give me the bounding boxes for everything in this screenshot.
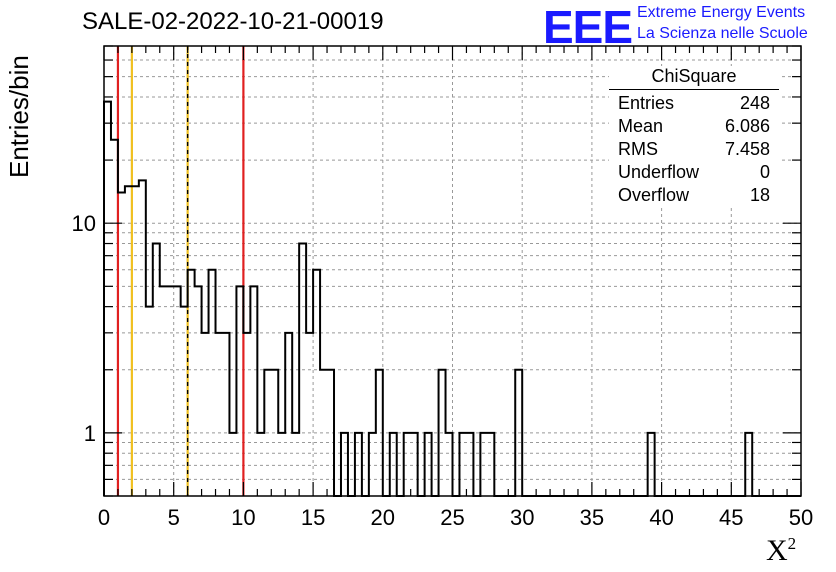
stats-row-underflow: Underflow 0 xyxy=(618,162,770,182)
stats-row-rms: RMS 7.458 xyxy=(618,139,770,159)
x-tick-label: 40 xyxy=(649,505,673,530)
stats-row-mean: Mean 6.086 xyxy=(618,116,770,136)
x-axis-label: X2 xyxy=(766,534,797,567)
chart-title: SALE-02-2022-10-21-00019 xyxy=(82,8,384,35)
stats-title: ChiSquare xyxy=(609,66,779,90)
histogram-series xyxy=(103,100,801,497)
x-tick-label: 25 xyxy=(440,505,464,530)
eee-logo: EEE xyxy=(543,1,633,53)
x-tick-label: 10 xyxy=(231,505,255,530)
x-tick-label: 45 xyxy=(719,505,743,530)
y-axis-ticks: 1 10 xyxy=(72,45,801,497)
logo-line-1: Extreme Energy Events xyxy=(637,4,806,21)
logo-line-2: La Scienza nelle Scuole xyxy=(637,25,808,42)
x-axis-ticks: 0 5 10 15 20 25 30 35 40 45 50 xyxy=(98,46,813,530)
y-tick-label: 1 xyxy=(84,421,96,446)
threshold-lines xyxy=(116,46,245,496)
stats-row-overflow: Overflow 18 xyxy=(618,185,770,205)
x-tick-label: 35 xyxy=(580,505,604,530)
x-tick-label: 30 xyxy=(510,505,534,530)
x-tick-label: 15 xyxy=(301,505,325,530)
stats-box: ChiSquare Entries 248 Mean 6.086 RMS 7.458 … xyxy=(609,66,779,207)
x-tick-label: 20 xyxy=(371,505,395,530)
y-axis-label: Entries/bin xyxy=(4,55,34,178)
x-tick-label: 0 xyxy=(98,505,110,530)
stats-row-entries: Entries 248 xyxy=(618,93,770,113)
y-tick-label: 10 xyxy=(72,211,96,236)
x-tick-label: 5 xyxy=(168,505,180,530)
x-tick-label: 50 xyxy=(789,505,813,530)
